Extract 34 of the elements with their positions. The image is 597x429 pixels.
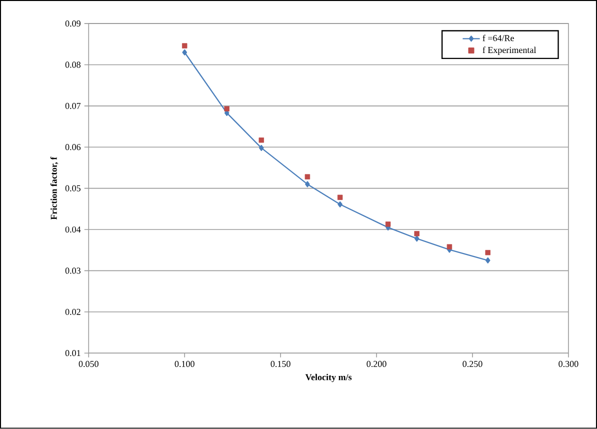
legend-label: f Experimental [482, 46, 536, 56]
point [305, 181, 310, 188]
point [485, 258, 490, 264]
x-tick-label: 0.050 [78, 361, 98, 368]
point [385, 222, 391, 227]
y-tick-label: 0.08 [65, 62, 80, 68]
y-tick-label: 0.05 [65, 185, 80, 192]
y-tick-label: 0.03 [65, 268, 80, 274]
y-tick-label: 0.04 [65, 226, 81, 233]
point [414, 236, 420, 242]
x-axis-title: Velocity m/s [305, 374, 352, 382]
point [224, 106, 230, 112]
x-tick-label: 0.250 [462, 361, 482, 368]
x-tick-label: 0.150 [270, 361, 290, 368]
x-tick-label: 0.300 [558, 361, 578, 368]
point [182, 50, 188, 56]
point [258, 138, 264, 143]
y-tick-label: 0.09 [65, 20, 80, 27]
legend-label: f =64/Re [482, 34, 514, 42]
y-tick-label: 0.01 [65, 350, 80, 356]
y-axis-title: Friction factor, f [50, 156, 58, 220]
x-tick-label: 0.200 [366, 361, 386, 368]
point [414, 231, 420, 236]
point [182, 43, 188, 49]
point [304, 174, 310, 180]
point [338, 202, 342, 208]
x-tick-label: 0.100 [174, 361, 194, 368]
y-tick-label: 0.06 [65, 144, 81, 150]
point [258, 145, 264, 152]
point [446, 244, 452, 250]
point [485, 250, 490, 256]
y-tick-label: 0.02 [65, 308, 80, 316]
y-tick-label: 0.07 [65, 103, 81, 110]
point [337, 194, 343, 200]
